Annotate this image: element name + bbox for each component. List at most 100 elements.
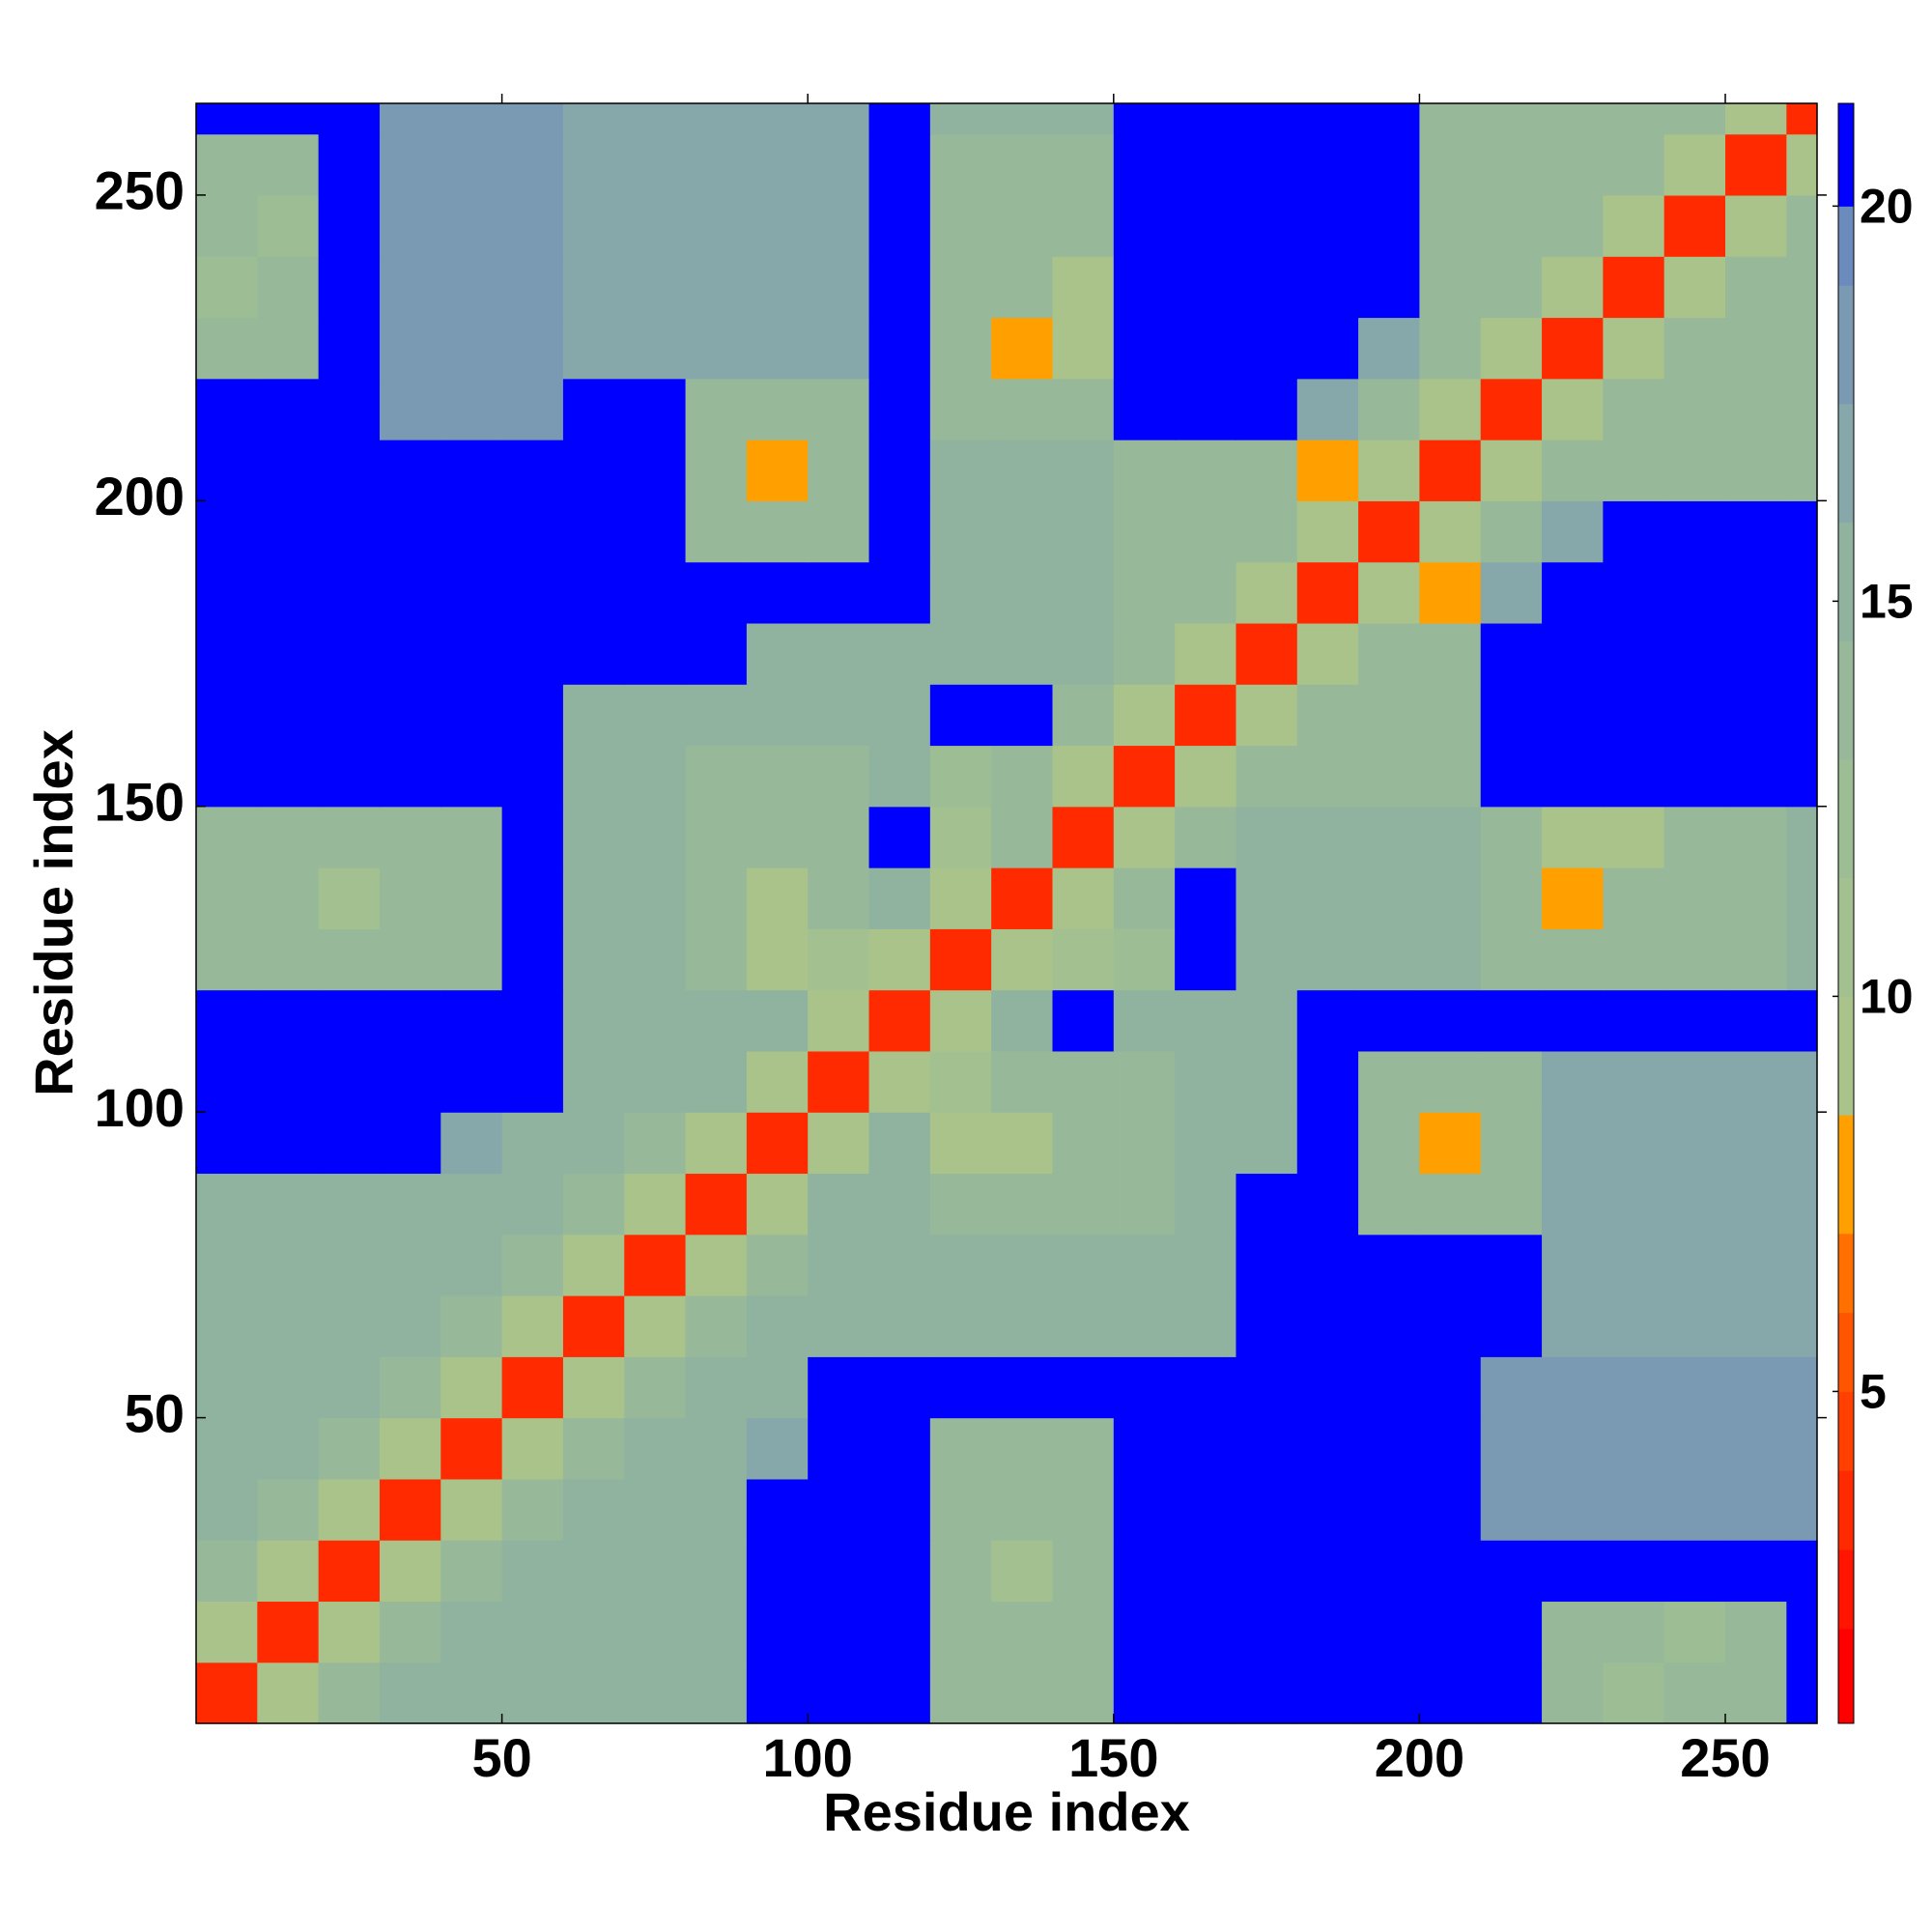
heat-cell: [1542, 1112, 1604, 1175]
heat-cell: [746, 1173, 809, 1236]
heat-cell: [1419, 133, 1482, 196]
heat-cell: [868, 500, 931, 563]
heat-cell: [379, 1540, 441, 1603]
heat-cell: [929, 1601, 992, 1663]
heat-cell: [379, 1601, 441, 1663]
heat-cell: [1419, 561, 1482, 624]
heat-cell: [624, 745, 687, 808]
heat-cell: [685, 500, 748, 563]
heat-cell: [1603, 440, 1665, 501]
heat-cell: [562, 133, 625, 196]
heat-cell: [318, 745, 381, 808]
heat-cell: [1052, 1540, 1115, 1603]
heat-cell: [868, 1540, 931, 1603]
heat-cell: [1725, 1601, 1787, 1663]
heat-cell: [1358, 440, 1421, 501]
heat-cell: [1419, 1173, 1482, 1236]
heat-cell: [991, 103, 1054, 135]
heat-cell: [1419, 1417, 1482, 1480]
heat-cell: [501, 1478, 564, 1541]
heat-cell: [1786, 1356, 1818, 1419]
heat-cell: [685, 928, 748, 991]
heat-cell: [1358, 806, 1421, 868]
heat-cell: [746, 1417, 809, 1480]
heat-cell: [379, 928, 441, 991]
heat-cell: [1480, 1356, 1543, 1419]
heat-cell: [501, 1112, 564, 1175]
heat-cell: [1663, 989, 1726, 1052]
heat-cell: [1480, 1601, 1543, 1663]
colorbar-band: [1838, 206, 1854, 286]
heat-cell: [1236, 440, 1298, 501]
heat-cell: [1358, 1112, 1421, 1175]
heat-cell: [1542, 684, 1604, 747]
heat-cell: [685, 103, 748, 135]
heat-cell: [501, 1601, 564, 1663]
heat-cell: [1113, 1295, 1176, 1357]
heat-cell: [1663, 684, 1726, 747]
heat-cell: [257, 103, 320, 135]
heat-cell: [1725, 133, 1787, 196]
heat-cell: [929, 256, 992, 319]
heat-cell: [379, 622, 441, 685]
heat-cell: [501, 745, 564, 808]
heat-cell: [1296, 1356, 1359, 1419]
heat-cell: [624, 1478, 687, 1541]
colorbar-tick-label: 20: [1860, 180, 1914, 234]
heat-cell: [1725, 1234, 1787, 1296]
heat-cell: [1542, 256, 1604, 319]
heat-cell: [440, 989, 503, 1052]
heat-cell: [1296, 684, 1359, 747]
heat-cell: [1175, 684, 1237, 747]
heat-cell: [379, 684, 441, 747]
heat-cell: [685, 1112, 748, 1175]
heat-cell: [1603, 1417, 1665, 1480]
heat-cell: [1236, 1417, 1298, 1480]
heat-cell: [1663, 1662, 1726, 1724]
colorbar-band: [1838, 1233, 1854, 1314]
heat-cell: [1358, 500, 1421, 563]
heat-cell: [868, 1478, 931, 1541]
heat-cell: [1296, 133, 1359, 196]
heat-cell: [1663, 194, 1726, 257]
heat-cell: [379, 103, 441, 135]
heat-cell: [1786, 1173, 1818, 1236]
heat-cell: [196, 256, 258, 319]
heat-cell: [624, 378, 687, 440]
heat-cell: [562, 317, 625, 380]
heat-cell: [808, 1234, 870, 1296]
heat-cell: [196, 1662, 258, 1724]
heat-cell: [379, 1050, 441, 1113]
heat-cell: [1175, 1356, 1237, 1419]
heat-cell: [1296, 103, 1359, 135]
heat-cell: [1603, 622, 1665, 685]
heat-cell: [746, 867, 809, 929]
heat-cell: [1236, 133, 1298, 196]
heat-cell: [1480, 500, 1543, 563]
heat-cell: [1052, 1356, 1115, 1419]
heat-cell: [1663, 256, 1726, 319]
heat-cell: [562, 500, 625, 563]
heat-cell: [868, 1050, 931, 1113]
heatmap-cells: [196, 103, 1818, 1724]
heat-cell: [1052, 1662, 1115, 1724]
y-tick-label: 100: [95, 1077, 185, 1138]
heat-cell: [1542, 500, 1604, 563]
heat-cell: [991, 133, 1054, 196]
heat-cell: [1663, 561, 1726, 624]
heat-cell: [196, 194, 258, 257]
heat-cell: [1358, 1173, 1421, 1236]
heat-cell: [868, 806, 931, 868]
heat-cell: [1358, 1601, 1421, 1663]
heat-cell: [1113, 561, 1176, 624]
x-tick-label: 200: [1375, 1727, 1464, 1788]
heat-cell: [379, 1662, 441, 1724]
heat-cell: [440, 1173, 503, 1236]
colorbar-band: [1838, 1312, 1854, 1392]
heat-cell: [1663, 1601, 1726, 1663]
heat-cell: [1175, 500, 1237, 563]
heat-cell: [257, 1112, 320, 1175]
heat-cell: [1480, 194, 1543, 257]
heat-cell: [1603, 867, 1665, 929]
